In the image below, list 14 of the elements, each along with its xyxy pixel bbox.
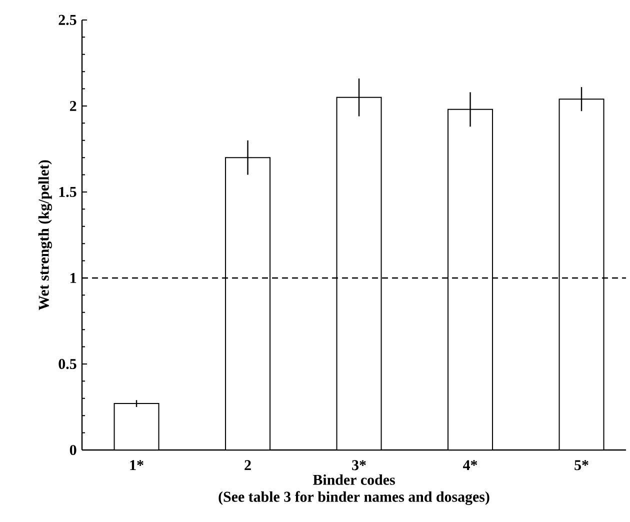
y-tick-label: 1.5	[59, 186, 76, 198]
x-tick-label: 4*	[462, 460, 478, 470]
text: (See table 3 for binder names and dosages)	[218, 491, 490, 505]
x-tick-label: 1*	[130, 460, 144, 470]
x-axis-title: Binder codes	[312, 474, 395, 485]
y-tick-label: 2.5	[58, 14, 76, 26]
y-tick-label: 0.5	[58, 358, 76, 370]
y-axis-title: Wet strength (kg/pellet)	[38, 160, 52, 310]
y-tick-label: 0	[70, 444, 76, 456]
x-tick-label: 2	[244, 460, 251, 470]
x-tick-label: 5*	[574, 460, 588, 470]
x-tick-label: 3*	[352, 460, 366, 470]
y-tick-label: 1	[70, 273, 76, 283]
y-tick-label: 2	[70, 101, 76, 111]
